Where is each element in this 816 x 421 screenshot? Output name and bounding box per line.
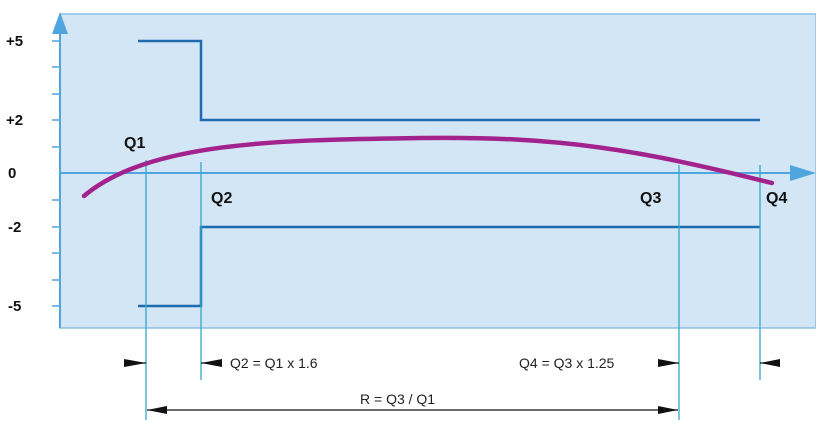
q1-label: Q1 <box>124 135 145 152</box>
q4-label: Q4 <box>766 190 787 207</box>
q2-label: Q2 <box>211 190 232 207</box>
y-axis-arrow-icon <box>52 12 68 34</box>
formula-q4: Q4 = Q3 x 1.25 <box>519 355 615 371</box>
y-tick-label-minus2: -2 <box>8 219 21 236</box>
y-tick-label-minus5: -5 <box>8 298 21 315</box>
response-curve <box>81 135 775 199</box>
y-tick-label-plus2: +2 <box>6 112 23 129</box>
upper-tolerance-step <box>138 39 760 122</box>
y-minor-ticks <box>52 40 60 307</box>
y-tick-label-zero: 0 <box>8 165 16 182</box>
formula-q2: Q2 = Q1 x 1.6 <box>230 355 318 371</box>
q3-label: Q3 <box>640 190 661 207</box>
x-axis-arrow-icon <box>790 165 816 181</box>
dimension-q4 <box>658 359 780 367</box>
dimension-q2 <box>124 359 222 367</box>
formula-r: R = Q3 / Q1 <box>360 391 435 407</box>
y-tick-label-plus5: +5 <box>6 33 23 50</box>
chart-panel <box>59 13 816 329</box>
guide-lines <box>145 160 761 420</box>
dimension-r <box>147 406 678 414</box>
